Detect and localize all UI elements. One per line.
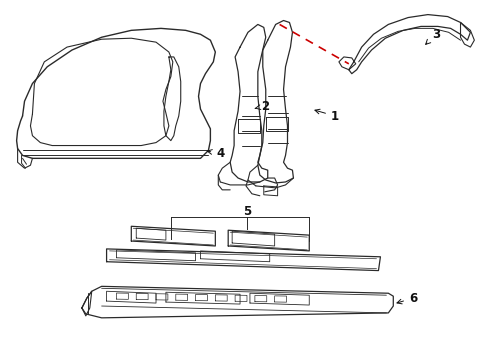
Text: 2: 2 [255,100,268,113]
Polygon shape [460,22,473,47]
Polygon shape [257,21,293,183]
Polygon shape [106,249,380,271]
Text: 1: 1 [314,109,338,122]
Text: 3: 3 [425,28,439,44]
Text: 4: 4 [207,147,224,160]
Polygon shape [348,15,469,74]
Polygon shape [81,291,92,316]
Polygon shape [228,230,308,251]
Text: 6: 6 [396,292,416,305]
Text: 5: 5 [243,205,250,218]
Polygon shape [338,57,355,70]
Polygon shape [17,28,215,158]
Polygon shape [230,24,267,182]
Polygon shape [131,226,215,246]
Polygon shape [81,286,392,318]
